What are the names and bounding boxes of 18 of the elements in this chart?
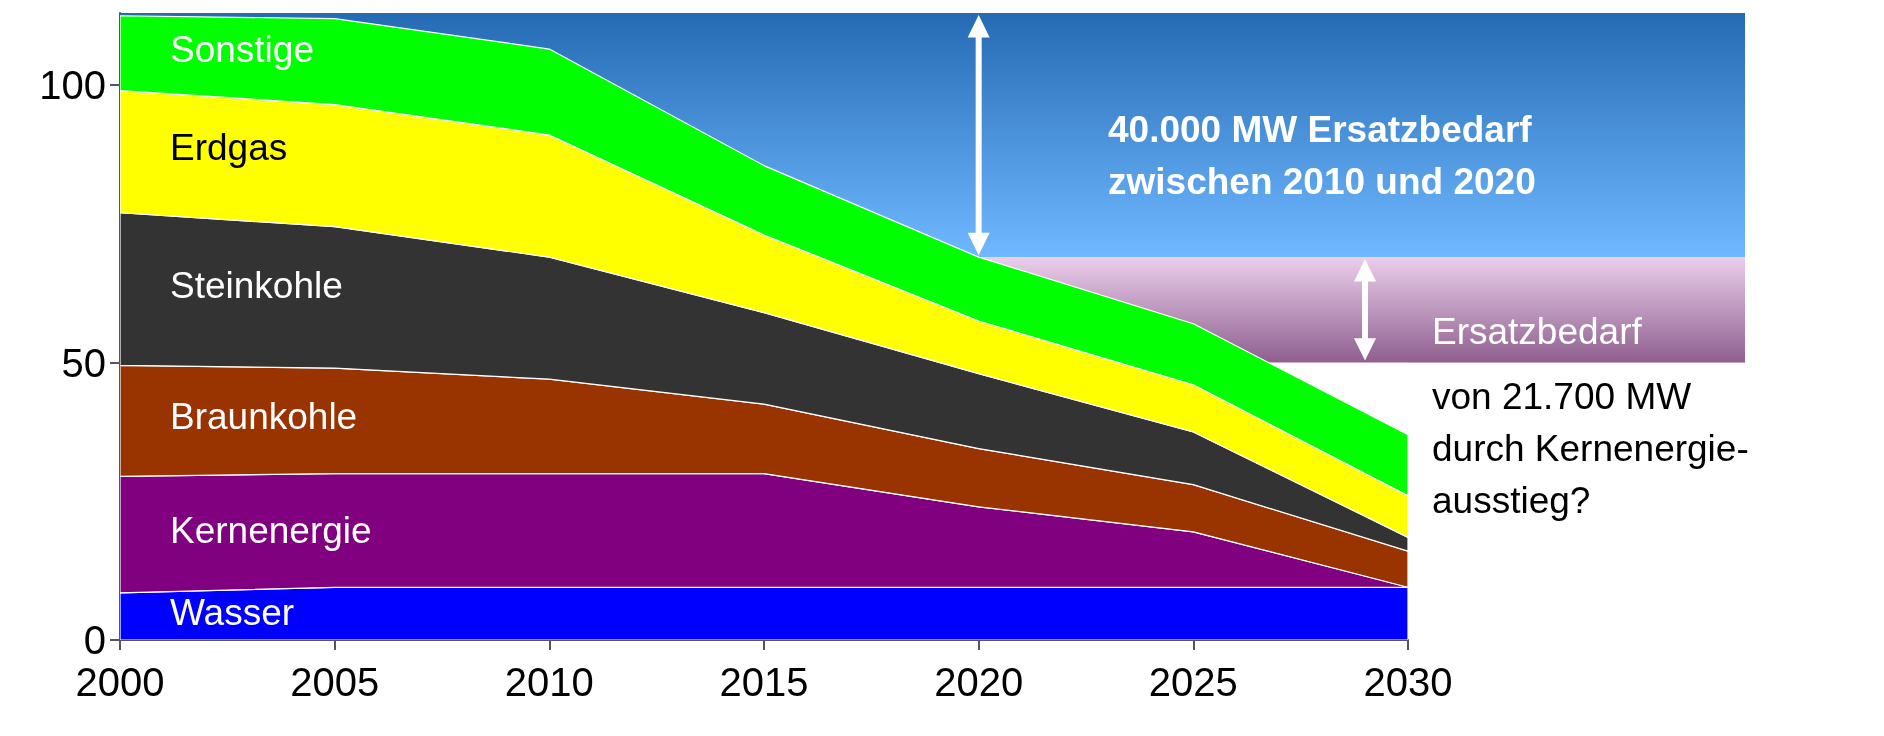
y-tick-label: 100 [39,63,106,108]
x-tick-label: 2020 [934,660,1024,704]
series-label: Kernenergie [170,510,372,552]
band-label: 40.000 MW Ersatzbedarf zwischen 2010 und 2020 [1108,108,1536,202]
series-label: Braunkohle [170,396,358,438]
x-tick-label: 2015 [719,660,809,704]
x-tick-label: 2030 [1363,660,1453,704]
band-label: Ersatzbedarf von 21.700 MW durch Kernenergie- ausstieg? [1432,310,1749,522]
x-tick-label: 2000 [75,660,165,704]
series-label: Steinkohle [170,264,343,306]
x-tick-label: 2010 [504,660,594,704]
y-tick-label: 0 [83,618,106,662]
series-label: Wasser [170,591,295,633]
series-label: Sonstige [170,28,314,70]
x-tick-label: 2005 [290,660,380,704]
series-label: Erdgas [170,127,288,169]
y-tick-label: 50 [61,340,106,385]
x-tick-label: 2025 [1148,660,1238,704]
